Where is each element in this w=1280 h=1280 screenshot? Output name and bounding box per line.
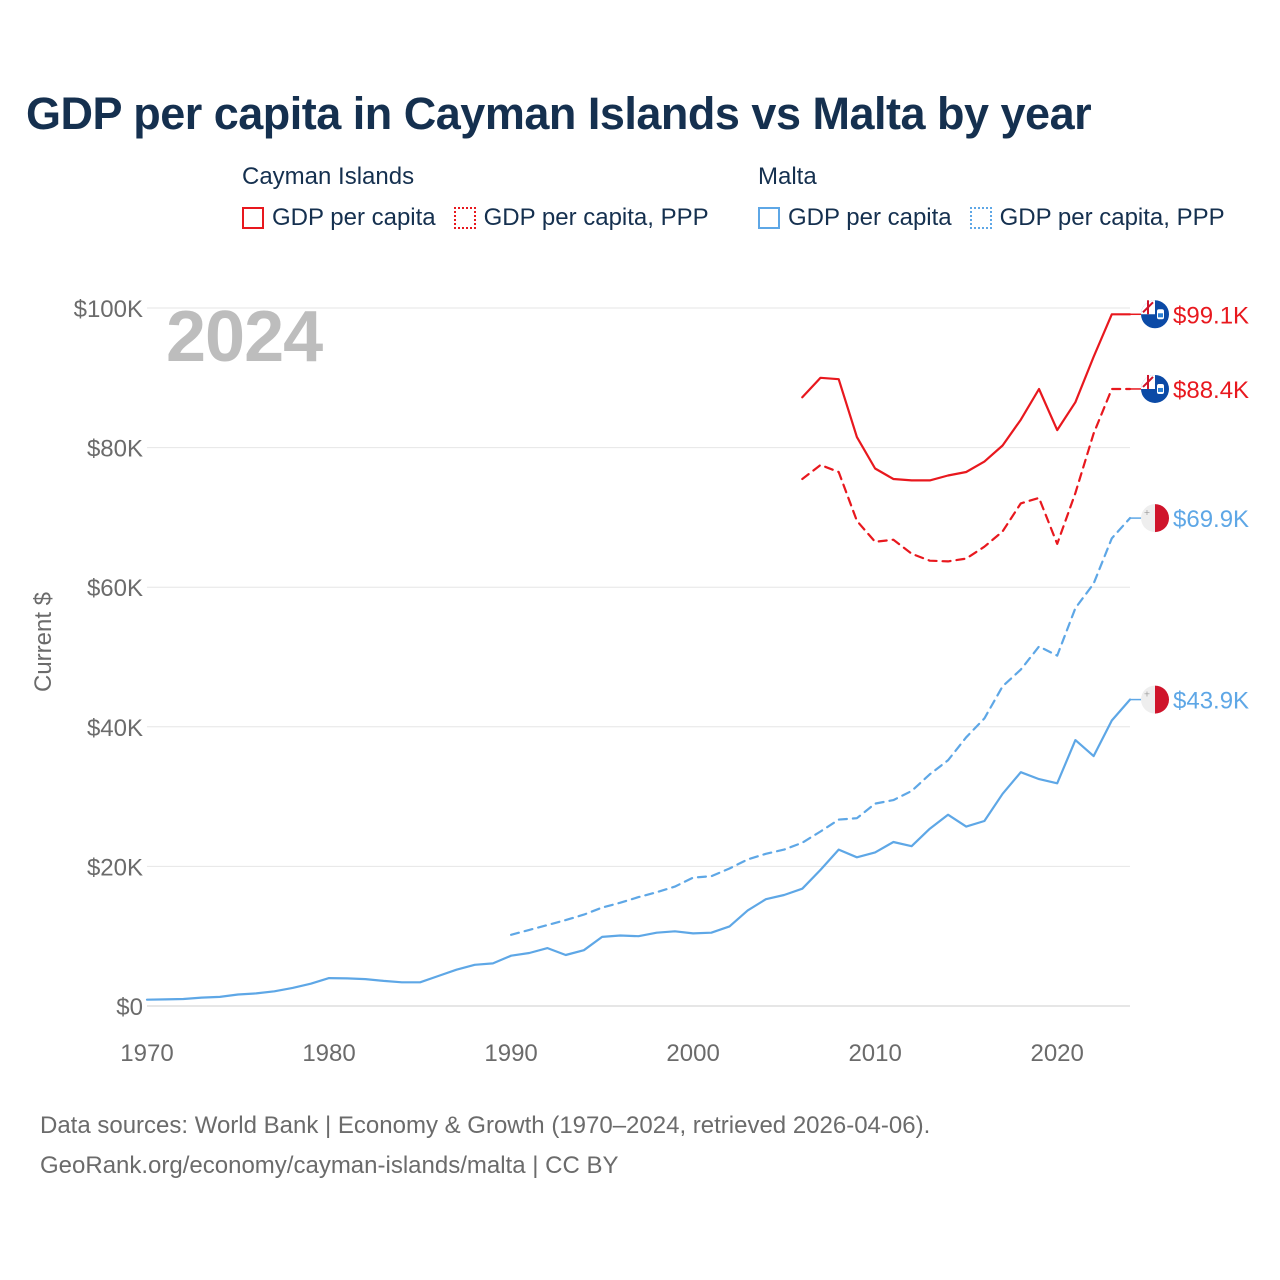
current-year-label: 2024: [166, 297, 323, 377]
flag-red-half: [1155, 504, 1169, 533]
x-tick-label: 1990: [484, 1040, 537, 1067]
y-tick-label: $100K: [74, 296, 143, 323]
legend-group-name: Malta: [758, 163, 817, 190]
x-tick-label: 1970: [120, 1040, 173, 1067]
series-line: [801, 313, 1132, 482]
flag-shield-waves: [1158, 313, 1163, 318]
malta-flag-icon: [1141, 504, 1169, 533]
x-tick-label: 2000: [666, 1040, 719, 1067]
series-line: [510, 516, 1132, 936]
series-line: [801, 387, 1132, 563]
y-axis-title: Current $: [30, 592, 57, 692]
malta-flag-icon: [1141, 685, 1169, 714]
y-tick-label: $60K: [87, 575, 143, 602]
legend-label: GDP per capita, PPP: [483, 204, 709, 231]
flag-cross: +: [1144, 508, 1151, 517]
legend-swatch-dotted: [453, 207, 476, 229]
flag-shield-waves: [1158, 387, 1163, 392]
end-value-label: $99.1K: [1173, 302, 1249, 329]
footer: Data sources: World Bank | Economy & Gro…: [40, 1106, 930, 1186]
x-tick-label: 1980: [302, 1040, 355, 1067]
legend-group-name: Cayman Islands: [242, 163, 415, 190]
y-tick-label: $40K: [87, 715, 143, 742]
legend-swatch-dotted: [969, 207, 992, 229]
y-tick-label: $80K: [87, 436, 143, 463]
end-value-label: $88.4K: [1173, 377, 1249, 404]
legend-item-malta-gdp-ppp[interactable]: GDP per capita, PPP: [969, 204, 1225, 232]
series-line: [145, 698, 1132, 1001]
legend-group-malta: Malta GDP per capita GDP per capita, PPP: [758, 160, 1243, 232]
cayman-flag-icon: [1141, 374, 1169, 403]
legend-item-malta-gdp[interactable]: GDP per capita: [758, 204, 952, 232]
data-source-text: Data sources: World Bank | Economy & Gro…: [40, 1112, 931, 1139]
legend-group-cayman-islands: Cayman Islands GDP per capita GDP per ca…: [242, 160, 727, 232]
legend-item-cayman-gdp-ppp[interactable]: GDP per capita, PPP: [453, 204, 709, 232]
legend-label: GDP per capita, PPP: [999, 204, 1225, 231]
flag-red-half: [1155, 685, 1169, 714]
legend-label: GDP per capita: [788, 204, 952, 231]
legend-label: GDP per capita: [272, 204, 436, 231]
x-tick-label: 2020: [1030, 1040, 1083, 1067]
y-tick-label: $20K: [87, 854, 143, 881]
legend-swatch-solid: [242, 207, 264, 229]
end-value-label: $69.9K: [1173, 506, 1249, 533]
y-tick-label: $0: [116, 994, 143, 1021]
flag-white-half: [1141, 685, 1155, 714]
end-value-label: $43.9K: [1173, 688, 1249, 715]
legend-swatch-solid: [758, 207, 780, 229]
attribution-text: GeoRank.org/economy/cayman-islands/malta…: [40, 1152, 619, 1179]
cayman-flag-icon: [1141, 300, 1169, 329]
x-tick-label: 2010: [848, 1040, 901, 1067]
flag-cross: +: [1144, 690, 1151, 699]
legend-item-cayman-gdp[interactable]: GDP per capita: [242, 204, 436, 232]
chart-title: GDP per capita in Cayman Islands vs Malt…: [26, 88, 1092, 139]
flag-white-half: [1141, 504, 1155, 533]
